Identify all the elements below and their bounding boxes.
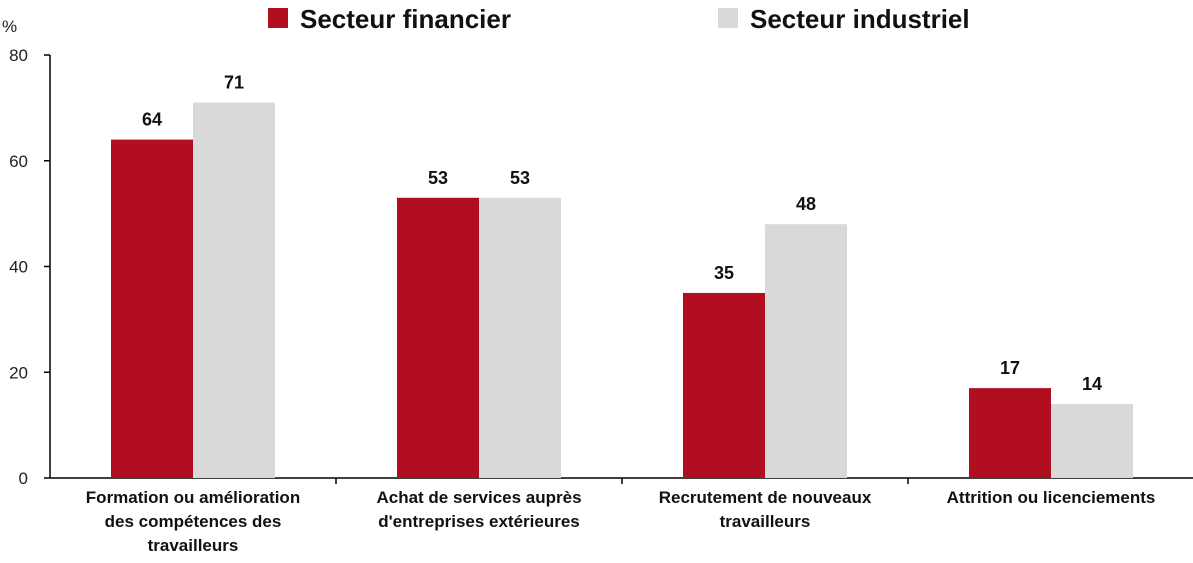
category-label: travailleurs xyxy=(148,536,239,555)
category-label: d'entreprises extérieures xyxy=(378,512,580,531)
bar-industriel xyxy=(479,197,561,478)
data-label: 17 xyxy=(1000,358,1020,378)
category-label: Achat de services auprès xyxy=(376,488,581,507)
legend-label: Secteur financier xyxy=(300,4,511,34)
category-label: travailleurs xyxy=(720,512,811,531)
data-label: 48 xyxy=(796,194,816,214)
category-label: Formation ou amélioration xyxy=(86,488,300,507)
bar-financier xyxy=(969,388,1051,478)
bar-financier xyxy=(111,139,193,478)
bar-industriel xyxy=(765,224,847,478)
y-tick-label: 60 xyxy=(9,152,28,171)
bar-financier xyxy=(683,292,765,478)
data-label: 14 xyxy=(1082,374,1102,394)
data-label: 71 xyxy=(224,73,244,93)
data-label: 64 xyxy=(142,110,162,130)
bar-industriel xyxy=(1051,403,1133,478)
category-label: Recrutement de nouveaux xyxy=(659,488,872,507)
bar-financier xyxy=(397,197,479,478)
y-tick-label: 80 xyxy=(9,46,28,65)
legend-swatch xyxy=(718,8,738,28)
legend-label: Secteur industriel xyxy=(750,4,970,34)
category-label: Attrition ou licenciements xyxy=(947,488,1156,507)
data-label: 53 xyxy=(510,168,530,188)
y-tick-label: 0 xyxy=(19,469,28,488)
bar-industriel xyxy=(193,102,275,479)
y-axis-unit: % xyxy=(2,17,17,36)
data-label: 35 xyxy=(714,263,734,283)
y-tick-label: 20 xyxy=(9,363,28,382)
data-label: 53 xyxy=(428,168,448,188)
y-tick-label: 40 xyxy=(9,258,28,277)
legend-swatch xyxy=(268,8,288,28)
category-label: des compétences des xyxy=(105,512,282,531)
